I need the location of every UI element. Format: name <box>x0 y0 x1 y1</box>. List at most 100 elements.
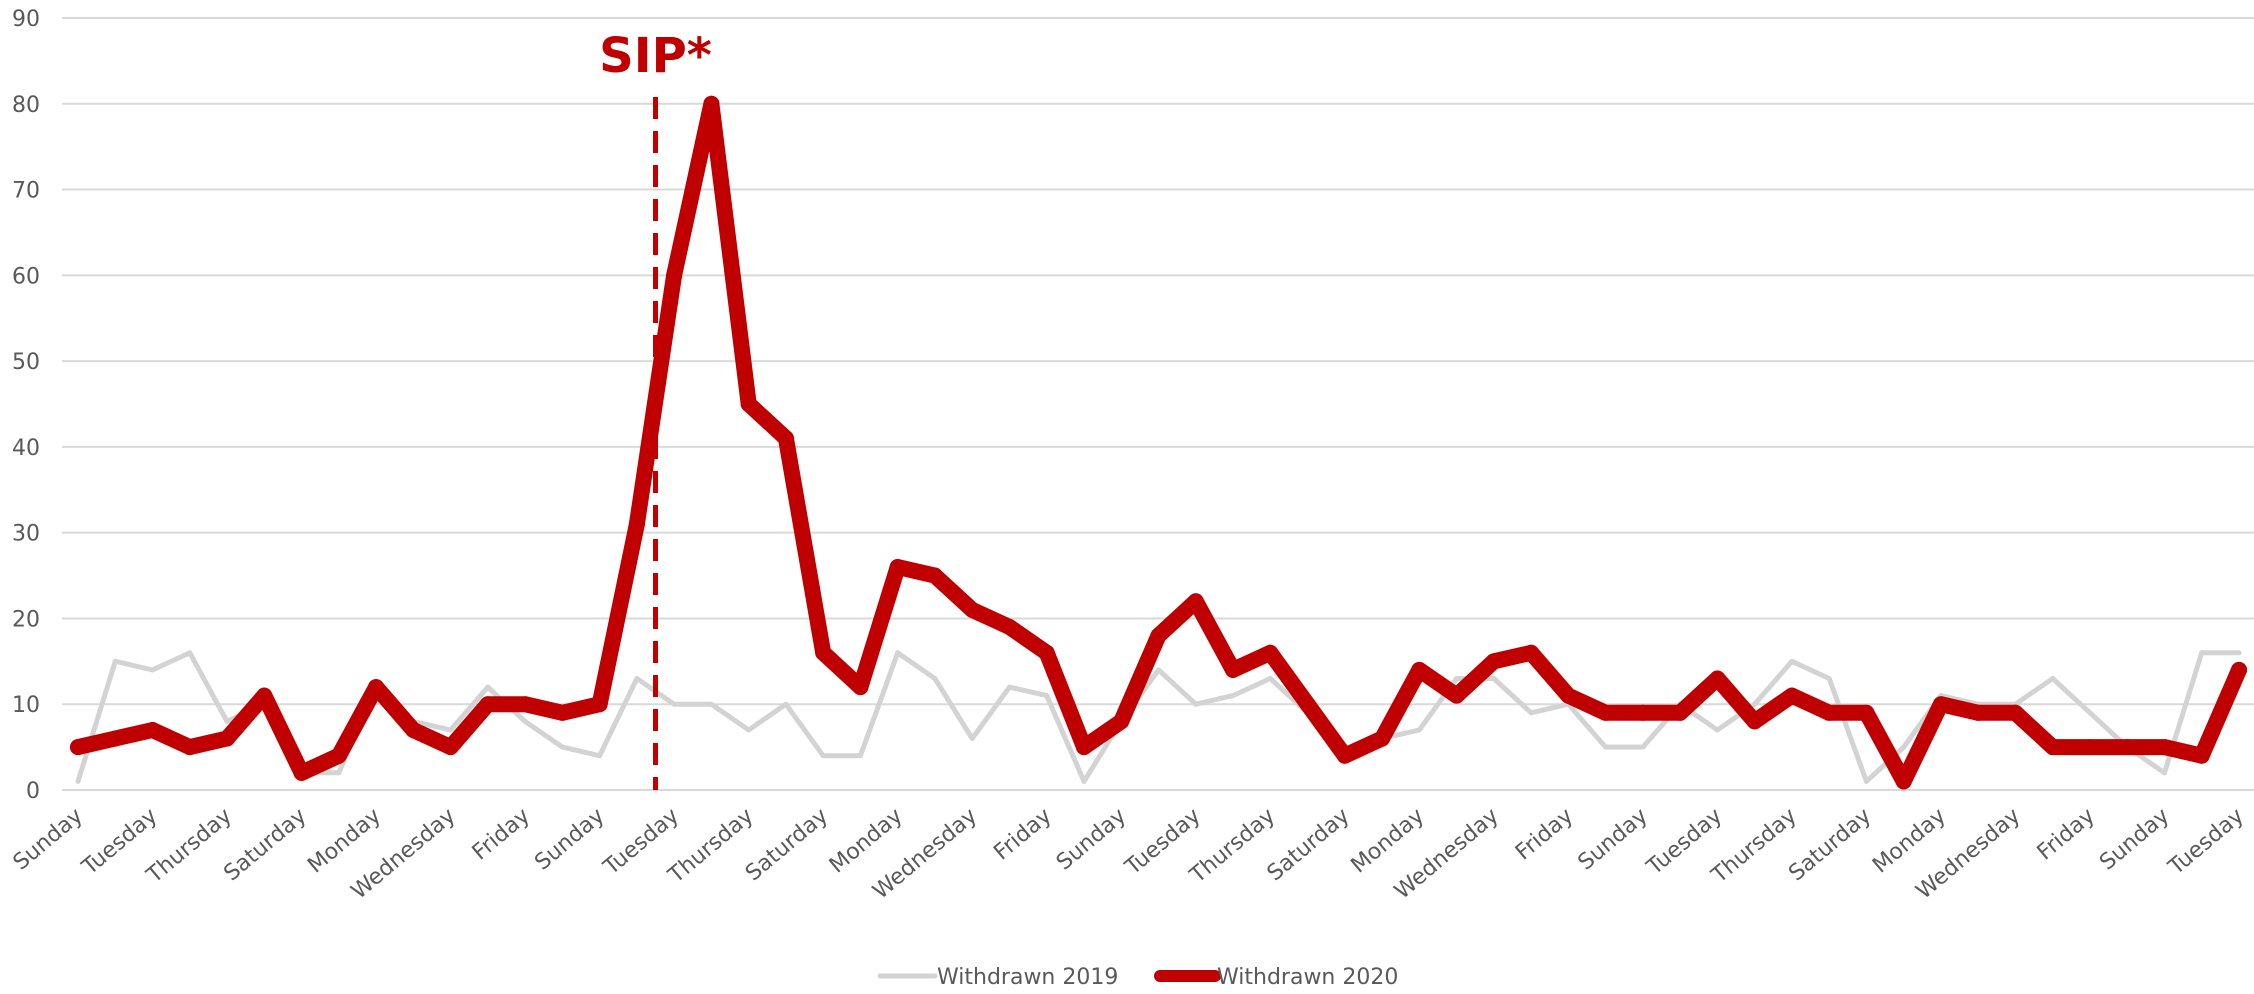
data-point <box>1454 675 1460 681</box>
data-point <box>1970 704 1987 721</box>
legend: Withdrawn 2019 Withdrawn 2020 <box>877 965 1398 990</box>
data-point <box>1411 661 1428 678</box>
data-point <box>1230 693 1236 699</box>
x-tick-label: Friday <box>1511 803 1578 865</box>
data-point <box>591 696 608 713</box>
data-point <box>368 679 385 696</box>
data-point <box>2156 739 2173 756</box>
data-point <box>405 721 422 738</box>
data-point <box>708 701 714 707</box>
data-point <box>336 770 342 776</box>
y-tick-label: 80 <box>12 93 40 118</box>
data-point <box>2193 747 2210 764</box>
data-point <box>1193 701 1199 707</box>
y-tick-label: 10 <box>12 693 40 718</box>
data-point <box>671 701 677 707</box>
y-tick-label: 90 <box>12 7 40 32</box>
data-point <box>1262 644 1279 661</box>
data-point <box>187 650 193 656</box>
x-tick-label: Saturday <box>1784 803 1876 886</box>
data-point <box>1895 773 1912 790</box>
data-point <box>628 516 645 533</box>
data-point <box>70 739 86 756</box>
y-tick-label: 20 <box>12 607 40 632</box>
data-point <box>1113 713 1130 730</box>
x-tick-label: Friday <box>2033 803 2100 865</box>
x-tick-label: Sunday <box>9 803 88 875</box>
data-point <box>597 753 603 759</box>
data-point <box>1374 730 1391 747</box>
annotation-layer: SIP* <box>599 28 712 790</box>
data-point <box>2119 739 2136 756</box>
data-point <box>2044 739 2061 756</box>
y-tick-label: 40 <box>12 436 40 461</box>
data-point <box>815 644 832 661</box>
data-point <box>1156 667 1161 673</box>
data-point <box>666 267 683 284</box>
data-point <box>150 667 156 673</box>
data-point <box>1081 778 1087 784</box>
data-point <box>932 675 938 681</box>
data-point <box>2236 650 2242 656</box>
data-point <box>2087 710 2093 716</box>
y-tick-label: 70 <box>12 179 40 204</box>
data-point <box>559 744 565 750</box>
data-point <box>1672 704 1689 721</box>
x-tick-label: Saturday <box>219 803 311 886</box>
data-point <box>1523 644 1540 661</box>
data-point <box>485 684 491 690</box>
data-point <box>895 650 901 656</box>
data-point <box>256 687 273 704</box>
data-point <box>517 696 534 713</box>
data-point <box>1448 687 1465 704</box>
data-point <box>964 601 981 618</box>
data-point <box>1858 704 1875 721</box>
data-point <box>1746 713 1763 730</box>
legend-label-2020: Withdrawn 2020 <box>1217 965 1398 990</box>
data-point <box>1714 727 1720 733</box>
x-tick-label: Saturday <box>1263 803 1355 886</box>
data-point <box>1932 696 1949 713</box>
y-tick-label: 60 <box>12 264 40 289</box>
x-tick-label: Saturday <box>741 803 833 886</box>
data-point <box>448 727 454 733</box>
data-point <box>2050 675 2056 681</box>
sip-marker-label: SIP* <box>599 28 712 84</box>
data-point <box>2199 650 2205 656</box>
data-point <box>1001 619 1018 636</box>
data-point <box>1826 675 1832 681</box>
plot-area <box>70 95 2247 790</box>
y-tick-label: 50 <box>12 350 40 375</box>
data-point <box>1640 744 1646 750</box>
y-tick-label: 30 <box>12 522 40 547</box>
data-point <box>1863 778 1869 784</box>
x-tick-label: Sunday <box>2095 803 2174 875</box>
data-point <box>1225 661 1242 678</box>
data-point <box>144 721 161 738</box>
data-point <box>293 764 310 781</box>
data-point <box>1821 704 1838 721</box>
data-point <box>181 739 198 756</box>
data-point <box>522 718 528 724</box>
data-point <box>554 704 571 721</box>
data-point <box>75 778 81 784</box>
data-point <box>783 701 789 707</box>
x-tick-label: Sunday <box>1574 803 1653 875</box>
data-point <box>1752 701 1758 707</box>
data-point <box>969 736 975 742</box>
data-point <box>1634 704 1651 721</box>
data-point <box>1299 696 1316 713</box>
data-point <box>1597 704 1614 721</box>
series-2020 <box>70 95 2247 790</box>
data-point <box>330 747 347 764</box>
data-point <box>926 567 943 584</box>
data-point <box>1789 658 1795 664</box>
x-axis: SundayTuesdayThursdaySaturdayMondayWedne… <box>9 803 2249 904</box>
data-point <box>107 730 124 747</box>
data-point <box>1267 675 1273 681</box>
data-point <box>442 739 459 756</box>
x-tick-label: Friday <box>989 803 1056 865</box>
x-tick-label: Sunday <box>530 803 609 875</box>
data-point <box>2161 770 2167 776</box>
data-point <box>219 730 236 747</box>
